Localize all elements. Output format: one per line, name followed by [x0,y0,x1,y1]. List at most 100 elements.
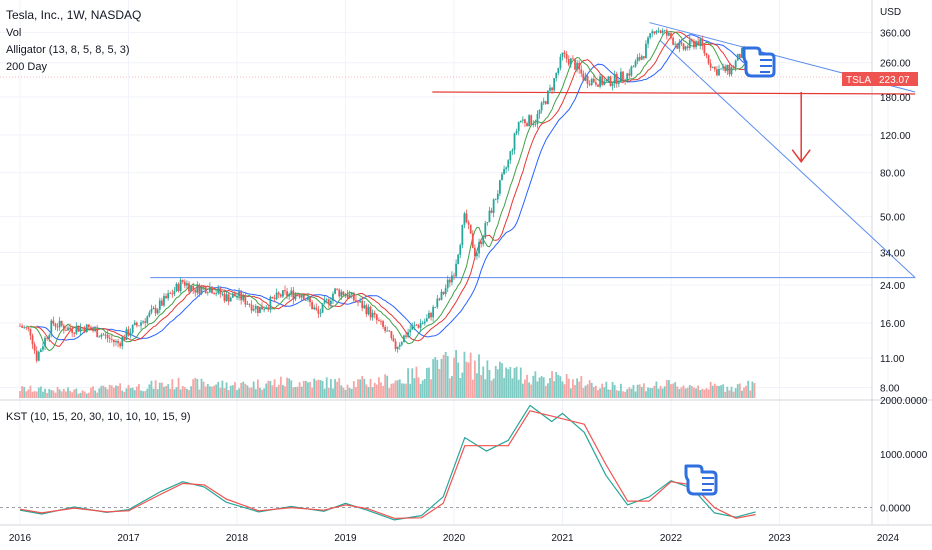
volume-bar [346,384,349,398]
candle-body [334,288,336,294]
candle-body [594,82,597,85]
volume-bar [148,384,151,398]
volume-bar [682,385,685,398]
volume-bar [574,385,576,398]
volume-bar [142,391,145,398]
volume-bar [636,384,639,398]
candle-body [223,293,226,301]
candle-body [52,320,55,324]
volume-bar [565,374,568,398]
volume-bar [186,388,188,398]
volume-bar [688,385,691,398]
volume-bar [749,390,752,398]
candle-body [738,54,741,59]
volume-bar [394,380,397,398]
price-axis[interactable]: 360.00 260.00 180.00 120.00 80.00 50.00 34.00 2… [880,28,911,394]
volume-bar [282,384,284,398]
candle-body [647,37,649,44]
volume-bar [112,387,115,398]
candle-body [471,233,474,248]
candle-body [77,326,80,332]
volume-bar [39,386,42,398]
volume-bar [213,385,215,398]
candle-body [684,46,687,50]
volume-bar [421,380,424,398]
volume-bar [676,386,679,398]
candle-body [611,83,614,86]
price-tick-label: 34.00 [880,249,905,260]
volume-bar [240,382,243,398]
volume-bar [313,378,316,398]
candle-body [204,286,207,294]
volume-bar [33,391,36,398]
candle-body [65,330,67,332]
volume-bar [277,384,280,398]
volume-bar [674,382,677,398]
kst-tick-label: 1000.0000 [880,450,928,461]
volume-bar [615,390,618,398]
candle-body [131,325,134,333]
candle-body [206,292,209,294]
indicator-alligator[interactable]: Alligator (13, 8, 5, 8, 5, 3) [6,44,130,56]
volume-bar [123,391,126,398]
candle-body [501,174,503,181]
candle-body [186,283,188,286]
candle-body [728,64,731,75]
kst-axis[interactable]: 2000.0000 1000.0000 0.0000 [880,396,928,515]
candle-body [300,295,303,298]
time-axis[interactable]: 2016 2017 2018 2019 2020 2021 2022 2023 2024 [9,533,900,544]
volume-bar [695,388,697,398]
price-tag-value: 223.07 [879,75,910,86]
volume-bar [357,379,359,398]
volume-bar [457,362,460,398]
volume-bar [459,378,462,398]
kst-label[interactable]: KST (10, 15, 20, 30, 10, 10, 10, 15, 9) [6,411,190,423]
volume-bar [400,383,403,398]
volume-bar [396,380,399,398]
candle-body [607,76,610,81]
candle-body [73,332,76,334]
indicator-200-day[interactable]: 200 Day [6,61,47,73]
candle-body [668,33,670,36]
candle-body [121,337,124,347]
candle-body [100,334,103,337]
volume-bar [338,378,341,398]
volume-bar [540,376,543,398]
candle-body [94,328,97,331]
candle-body [645,43,647,59]
candle-body [407,332,409,337]
kst-hand-icon-shape [684,464,718,496]
volume-bar [465,361,468,398]
volume-bar [319,379,322,398]
indicator-vol[interactable]: Vol [6,27,21,39]
volume-bar [430,379,432,398]
candle-body [127,329,130,336]
candle-body [722,66,725,69]
volume-bar [546,383,549,398]
volume-bar [747,380,750,398]
candle-body [716,69,718,76]
volume-bar [196,378,199,398]
volume-bar [519,367,522,398]
volume-bar [327,387,330,398]
volume-bar [340,385,343,398]
volume-bar [572,379,574,398]
candle-body [678,42,681,49]
volume-bar [434,357,437,398]
candle-body [436,298,439,308]
candle-body [597,84,599,87]
candle-body [221,293,224,295]
volume-bar [628,387,631,398]
candle-body [181,280,184,282]
volume-bar [613,385,616,398]
candle-body [112,339,115,343]
volume-bar [425,367,428,398]
candle-body [448,279,451,283]
candle-body [35,350,38,361]
volume-bar [528,382,531,398]
hand-icons [684,46,776,496]
candle-body [213,293,215,295]
candle-body [653,31,656,34]
volume-bar [352,381,355,398]
